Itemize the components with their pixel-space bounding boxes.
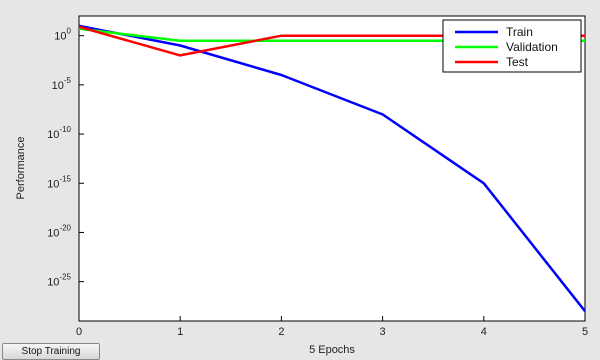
x-axis-label: 5 Epochs xyxy=(309,344,355,356)
legend-label-test: Test xyxy=(506,55,529,69)
series-line-train xyxy=(78,24,586,312)
y-axis-label: Performance xyxy=(15,137,27,200)
x-tick-label: 2 xyxy=(278,326,284,338)
y-tick-label: 10-15 xyxy=(47,174,71,190)
x-tick-label: 1 xyxy=(177,326,183,338)
x-tick-label: 3 xyxy=(380,326,386,338)
x-tick-label: 5 xyxy=(582,326,588,338)
legend-label-validation: Validation xyxy=(506,40,558,54)
y-axis-ticks: 100 10-5 10-10 10-15 10-20 10-25 xyxy=(47,27,84,289)
stop-training-button[interactable]: Stop Training xyxy=(2,343,100,360)
y-tick-label: 10-25 xyxy=(47,273,71,289)
y-tick-label: 10-10 xyxy=(47,125,71,141)
y-tick-label: 100 xyxy=(54,27,71,43)
legend-label-train: Train xyxy=(506,25,533,39)
y-tick-label: 10-20 xyxy=(47,223,71,239)
x-axis-ticks: 0 1 2 3 4 5 xyxy=(76,316,588,338)
x-tick-label: 4 xyxy=(481,326,487,338)
y-tick-label: 10-5 xyxy=(52,76,72,92)
x-tick-label: 0 xyxy=(76,326,82,338)
legend: Train Validation Test xyxy=(442,19,582,73)
